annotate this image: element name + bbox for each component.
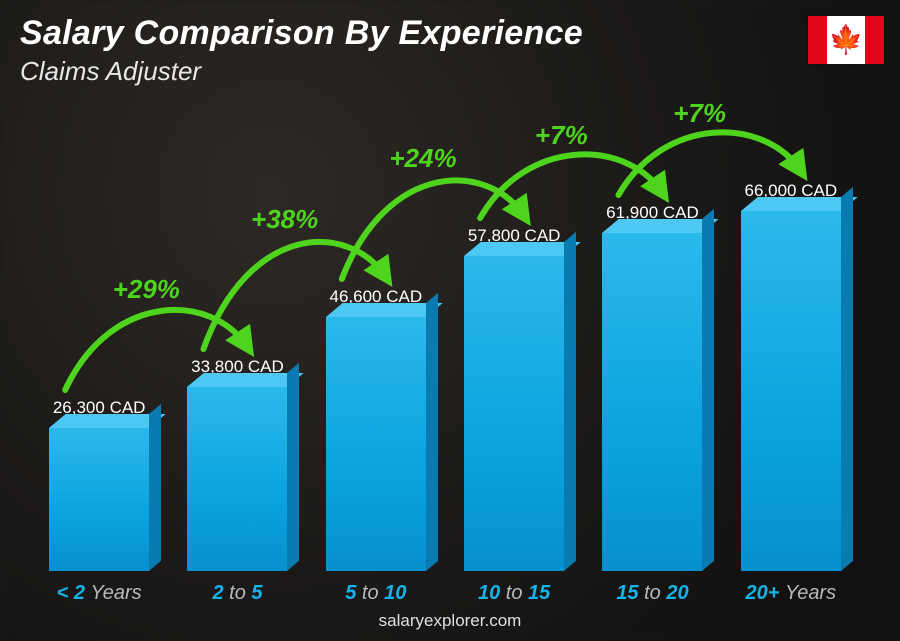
- bar-front-face: [187, 387, 287, 571]
- bar-5: 66,000 CAD20+ Years: [732, 181, 850, 571]
- salary-bar-chart: 26,300 CAD< 2 Years33,800 CAD2 to 546,60…: [30, 101, 860, 571]
- flag-center: 🍁: [827, 16, 865, 64]
- bar-top-face: [326, 303, 443, 317]
- footer-source: salaryexplorer.com: [0, 611, 900, 631]
- bar-3d: [602, 233, 702, 571]
- bar-front-face: [741, 211, 841, 571]
- bar-top-face: [741, 197, 858, 211]
- page-title: Salary Comparison By Experience: [20, 14, 583, 53]
- bar-front-face: [49, 428, 149, 571]
- bar-3d: [464, 256, 564, 571]
- bar-1: 33,800 CAD2 to 5: [178, 357, 296, 571]
- bar-front-face: [326, 317, 426, 571]
- bar-3d: [326, 317, 426, 571]
- flag-band-left: [808, 16, 827, 64]
- bar-side-face: [149, 404, 161, 571]
- bar-4: 61,900 CAD15 to 20: [593, 203, 711, 571]
- bars-container: 26,300 CAD< 2 Years33,800 CAD2 to 546,60…: [30, 101, 860, 571]
- category-label: 20+ Years: [702, 582, 879, 605]
- maple-leaf-icon: 🍁: [829, 26, 864, 54]
- bar-3d: [741, 211, 841, 571]
- bar-front-face: [464, 256, 564, 571]
- bar-side-face: [426, 293, 438, 571]
- bar-front-face: [602, 233, 702, 571]
- bar-side-face: [702, 209, 714, 571]
- country-flag-canada: 🍁: [808, 16, 884, 64]
- bar-3d: [49, 428, 149, 571]
- infographic-stage: Salary Comparison By Experience Claims A…: [0, 0, 900, 641]
- flag-band-right: [865, 16, 884, 64]
- page-subtitle: Claims Adjuster: [20, 56, 201, 87]
- bar-2: 46,600 CAD5 to 10: [317, 287, 435, 571]
- bar-side-face: [564, 232, 576, 571]
- bar-0: 26,300 CAD< 2 Years: [40, 398, 158, 571]
- bar-3: 57,800 CAD10 to 15: [455, 226, 573, 571]
- bar-side-face: [841, 187, 853, 571]
- bar-3d: [187, 387, 287, 571]
- bar-side-face: [287, 363, 299, 571]
